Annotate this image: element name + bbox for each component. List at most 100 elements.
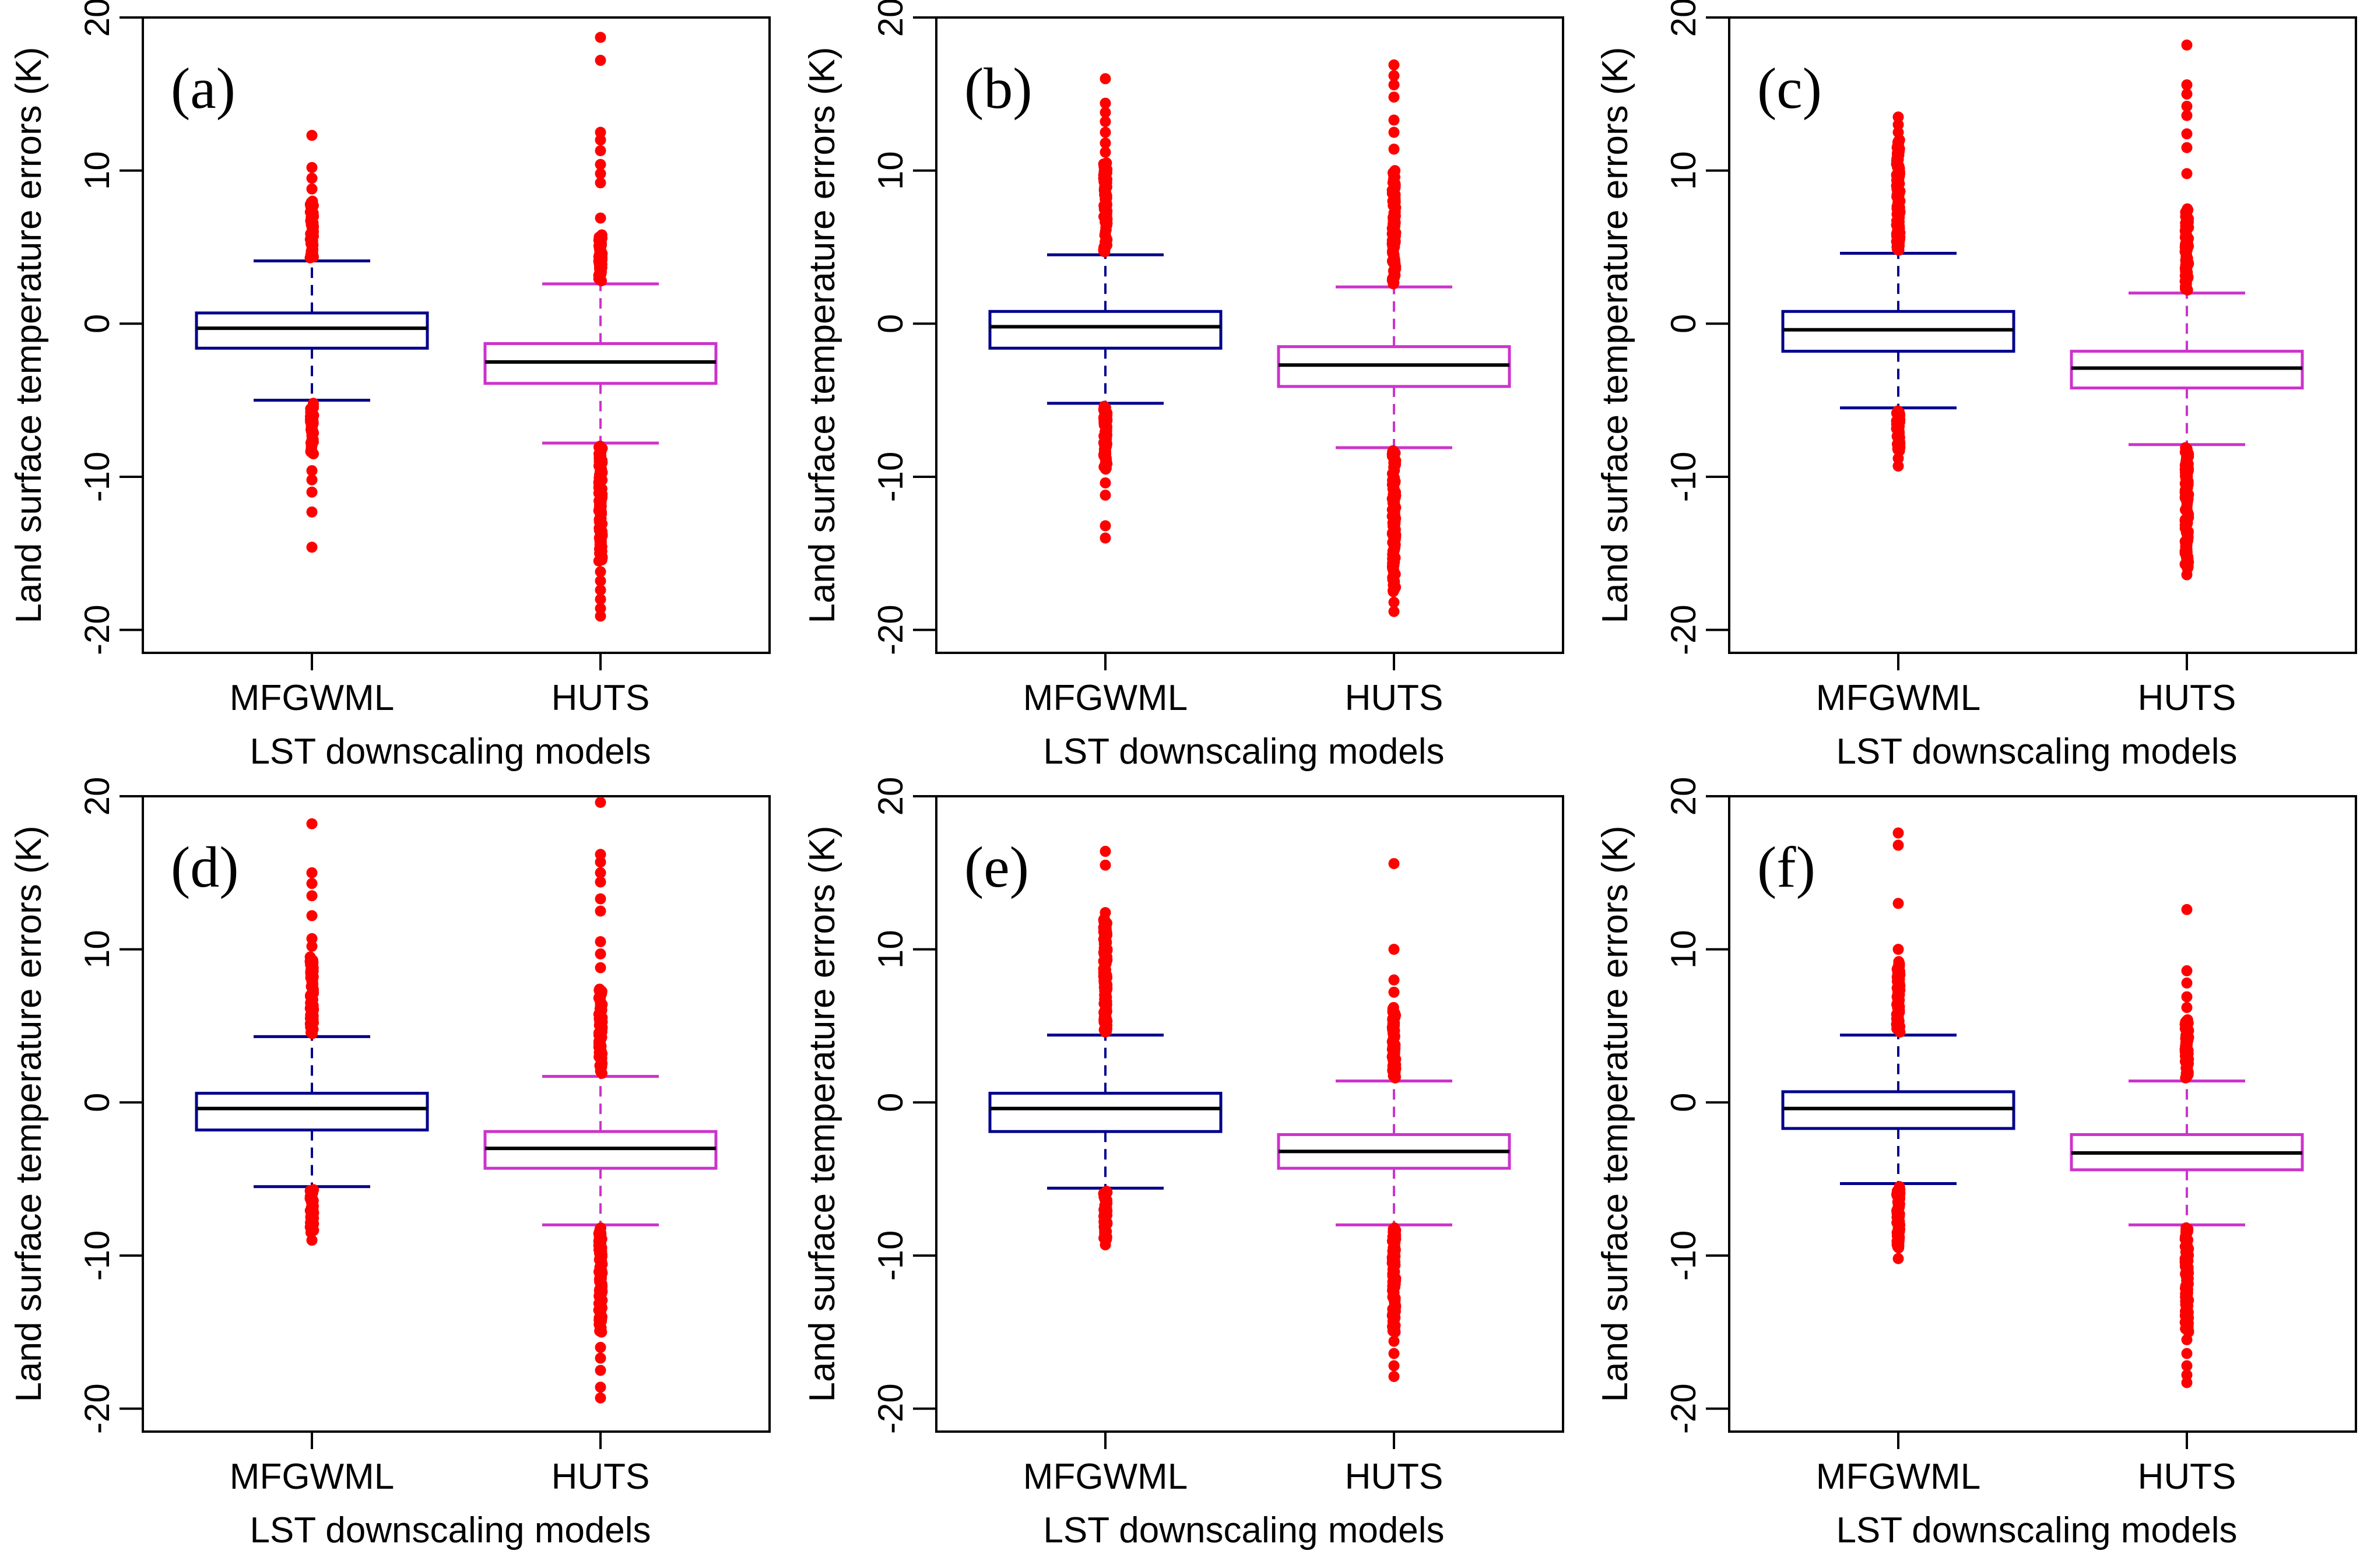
outlier-point	[1100, 1239, 1111, 1251]
plot-frame	[142, 16, 771, 654]
outlier-point	[595, 893, 606, 905]
outlier-point	[595, 849, 606, 860]
outlier-point	[1388, 92, 1400, 103]
category-label: HUTS	[1345, 678, 1444, 718]
outlier-point	[595, 1342, 606, 1353]
outlier-point	[595, 168, 606, 180]
outlier-point	[307, 398, 319, 409]
y-tick-label: -20	[1664, 1383, 1703, 1434]
outlier-point	[1388, 858, 1400, 870]
y-tick-label: -10	[871, 452, 910, 502]
category-label: MFGWML	[1816, 678, 1980, 718]
y-tick-label: 20	[78, 0, 117, 37]
outlier-point	[1892, 460, 1904, 472]
outlier-point	[1388, 126, 1400, 138]
category-label: MFGWML	[1023, 678, 1188, 718]
y-tick-label: -10	[78, 1231, 117, 1281]
y-axis-title: Land surface temperature errors (K)	[802, 47, 842, 624]
outlier-point	[308, 1184, 319, 1196]
outlier-point	[306, 161, 318, 173]
plot-frame	[935, 795, 1564, 1433]
iqr-box	[195, 311, 429, 350]
outlier-point	[1388, 944, 1400, 955]
y-tick-label: 0	[1664, 314, 1703, 333]
y-tick-label: 20	[1664, 777, 1703, 816]
outlier-point	[306, 818, 318, 829]
outlier-point	[306, 890, 318, 902]
outlier-point	[1100, 477, 1111, 488]
outlier-point	[1100, 489, 1111, 501]
y-axis-title: Land surface temperature errors (K)	[1595, 826, 1635, 1402]
outlier-point	[595, 1381, 606, 1393]
boxplot-panel: -20 -10 0 10 20 Land surface temperature erro…	[9, 777, 771, 1551]
outlier-point	[2181, 991, 2193, 1003]
category-label: MFGWML	[230, 678, 394, 718]
boxplot-panel: -20 -10 0 10 20 Land surface temperature erro…	[1595, 777, 2357, 1551]
y-tick-label: 10	[1664, 151, 1703, 190]
iqr-box	[195, 1092, 429, 1132]
outlier-point	[306, 1235, 318, 1246]
outlier-point	[2181, 1360, 2193, 1372]
outlier-point	[595, 177, 606, 189]
x-axis-title: LST downscaling models	[1043, 732, 1444, 772]
plot-frame	[935, 16, 1564, 654]
category-label: MFGWML	[1816, 1457, 1980, 1497]
outlier-point	[2181, 965, 2193, 976]
outlier-point	[595, 1352, 606, 1364]
y-tick-label: 0	[1664, 1093, 1703, 1112]
y-tick-label: 0	[871, 1093, 910, 1112]
outlier-point	[595, 797, 606, 808]
outlier-point	[1388, 79, 1400, 91]
outlier-point	[593, 983, 605, 995]
outlier-point	[306, 878, 318, 890]
outlier-point	[1101, 1186, 1112, 1197]
panel-label: (e)	[964, 835, 1029, 899]
series-huts	[483, 797, 718, 1404]
outlier-point	[2181, 79, 2193, 91]
boxplot-panel: -20 -10 0 10 20 Land surface temperature erro…	[1595, 0, 2357, 772]
outlier-point	[1892, 452, 1904, 464]
outlier-point	[2181, 168, 2193, 180]
y-tick-label: -20	[871, 604, 910, 655]
outlier-point	[1388, 143, 1400, 155]
outlier-point	[1388, 974, 1400, 986]
series-mfgwml	[1781, 827, 2015, 1264]
x-axis-title: LST downscaling models	[250, 732, 651, 772]
outlier-point	[1100, 907, 1111, 919]
outlier-point	[1100, 116, 1111, 128]
outlier-point	[595, 134, 606, 146]
y-tick-label: 10	[78, 151, 117, 190]
series-mfgwml	[988, 846, 1223, 1251]
outlier-point	[1892, 898, 1904, 909]
outlier-point	[595, 212, 606, 224]
category-label: MFGWML	[230, 1457, 394, 1497]
outlier-point	[2182, 203, 2193, 215]
outlier-point	[1892, 839, 1904, 851]
outlier-point	[595, 905, 606, 917]
y-tick-label: 20	[871, 0, 910, 37]
outlier-point	[2180, 1222, 2192, 1234]
outlier-point	[1101, 157, 1112, 169]
y-tick-label: 0	[78, 314, 117, 333]
series-huts	[483, 31, 718, 622]
series-huts	[2070, 39, 2304, 581]
x-axis-title: LST downscaling models	[1043, 1510, 1444, 1551]
outlier-point	[2181, 110, 2193, 121]
outlier-point	[2181, 1001, 2193, 1013]
y-tick-label: -20	[1664, 604, 1703, 655]
y-tick-label: 10	[871, 151, 910, 190]
outlier-point	[595, 856, 606, 868]
outlier-point	[595, 55, 606, 66]
outlier-point	[2181, 1369, 2193, 1381]
outlier-point	[1388, 1001, 1399, 1013]
y-tick-label: -10	[871, 1231, 910, 1281]
outlier-point	[1100, 520, 1111, 532]
outlier-point	[1100, 146, 1111, 158]
outlier-point	[2181, 142, 2193, 153]
outlier-point	[595, 936, 606, 948]
category-label: HUTS	[2138, 678, 2236, 718]
outlier-point	[306, 474, 318, 486]
outlier-point	[306, 542, 318, 553]
outlier-point	[307, 195, 318, 207]
panel-label: (f)	[1757, 835, 1815, 899]
